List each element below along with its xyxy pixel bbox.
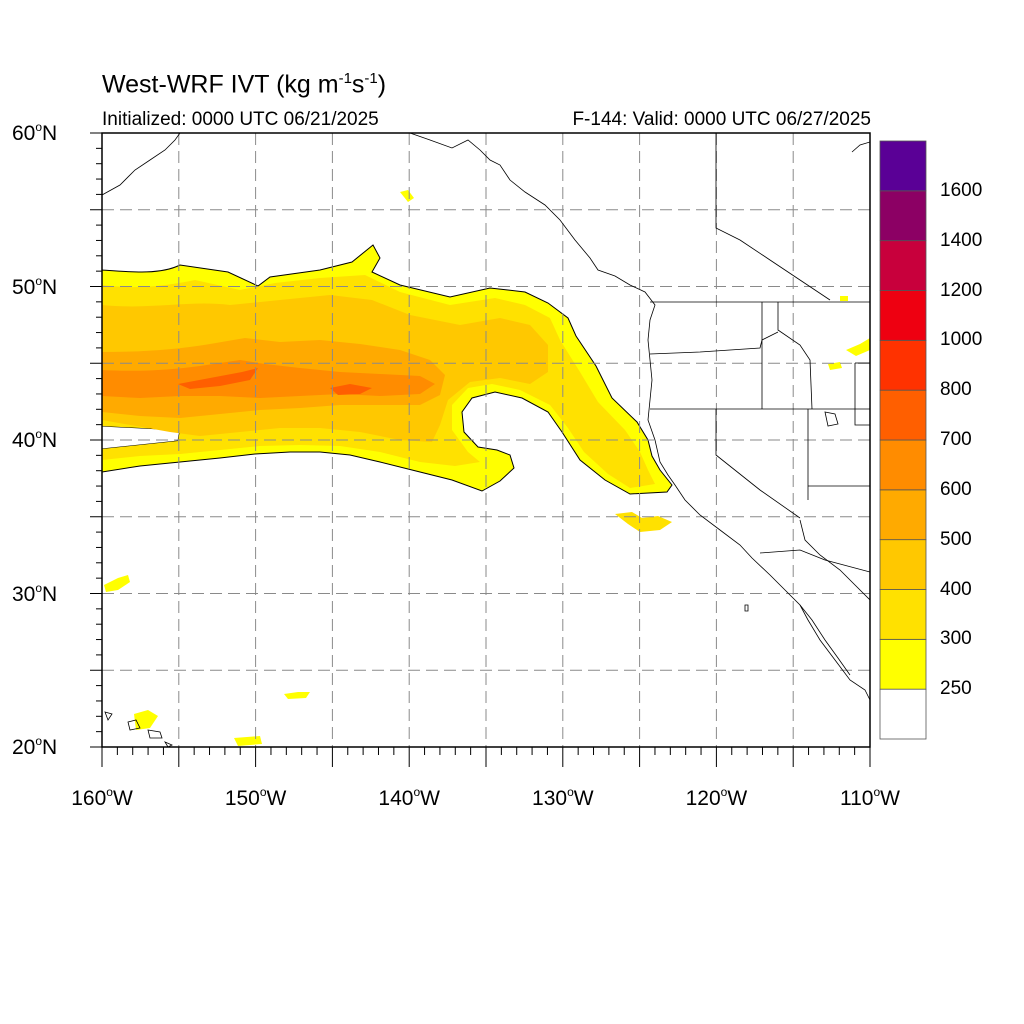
longitude-label: 150oW [224,785,287,810]
ivt-patch-8 [828,362,842,370]
latitude-label: 40oN [12,427,58,452]
colorbar-swatch [879,589,927,640]
latitude-label: 50oN [12,273,58,299]
coastlines [102,133,870,747]
ivt-core-700 [178,368,258,389]
hawaii-island-4 [164,741,173,747]
colorbar [879,140,927,740]
longitude-label: 160oW [71,785,133,810]
colorbar-label: 1200 [940,279,983,301]
colorbar-swatch [879,339,927,391]
latitude-label: 30oN [12,580,58,606]
initialized-time: Initialized: 0000 UTC 06/21/2025 [102,109,379,130]
ivt-patch-7 [846,338,870,356]
coast-far-ne [851,141,870,153]
coast-alaska [102,133,181,196]
colorbar-swatch [879,389,927,441]
colorbar-swatch [879,489,927,541]
axis-ticks [90,132,871,767]
ivt-patch-2 [104,575,130,592]
colorbar-label: 250 [940,678,972,700]
colorbar-label: 600 [940,478,972,500]
colorbar-swatch [879,638,927,690]
ivt-field [102,190,870,746]
coastline-north [409,133,870,701]
colorbar-label: 1000 [940,329,983,351]
border-wa-or [649,331,779,355]
island-1 [824,411,839,427]
chart-title: West-WRF IVT (kg m-1s-1) [102,70,387,99]
ivt-patch-9 [840,296,848,301]
latitude-label: 60oN [12,120,58,145]
border-mexico [759,549,870,573]
latitude-label: 20oN [12,734,58,759]
colorbar-swatch [879,688,927,740]
ivt-patch-3 [400,190,414,202]
colorbar-swatch [879,240,927,291]
ivt-patch-1 [615,512,672,532]
border-ut-co [854,363,870,426]
colorbar-swatch [879,539,927,590]
colorbar-label: 1400 [940,229,983,251]
colorbar-label: 400 [940,578,972,600]
valid-time: F-144: Valid: 0000 UTC 06/27/2025 [572,109,871,130]
hawaii-island-3 [147,729,163,739]
hawaii-island-1 [104,711,113,721]
colorbar-label: 300 [940,628,972,650]
island-2 [744,604,749,612]
colorbar-swatch [879,290,927,341]
longitude-label: 140oW [378,785,440,810]
border-id-mt [777,302,813,410]
ivt-patch-5 [234,736,262,746]
colorbar-label: 700 [940,429,972,450]
border-bc-ab [715,133,831,301]
coastline-baja-gulf [799,519,870,601]
colorbar-swatch [879,190,927,242]
longitude-label: 120oW [685,785,748,810]
ivt-core-700b [330,384,372,395]
colorbar-label: 500 [940,528,972,550]
coastline-baja [799,604,851,676]
colorbar-swatch [879,140,927,192]
longitude-label: 110oW [840,785,900,810]
colorbar-label: 800 [940,379,972,401]
ivt-patch-6 [284,692,310,699]
hawaii-island-2 [127,719,141,731]
border-nv-ca [715,409,801,519]
colorbar-swatch [879,439,927,491]
colorbar-label: 1600 [940,179,983,201]
graticule [102,133,870,747]
ivt-patch-4 [134,710,158,730]
longitude-label: 130oW [532,785,594,810]
